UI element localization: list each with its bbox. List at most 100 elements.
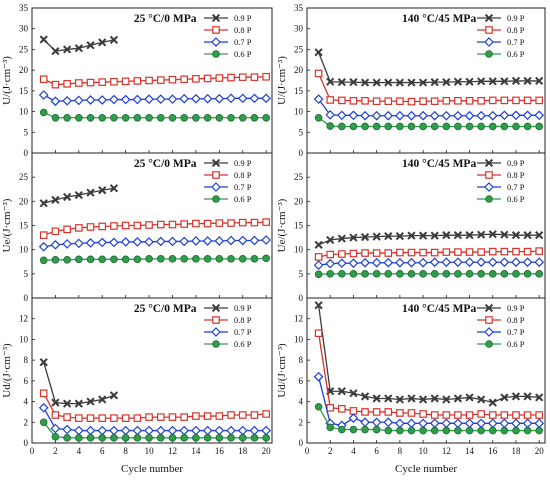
- y-tick-label: 5: [299, 127, 304, 137]
- data-point: [109, 237, 119, 248]
- data-point: [156, 413, 165, 421]
- data-point: [98, 186, 107, 195]
- data-point: [51, 80, 60, 89]
- data-point: [63, 399, 72, 408]
- data-point: [214, 425, 225, 436]
- data-point: [313, 94, 324, 104]
- legend-item: 0.7 P: [204, 37, 252, 47]
- series-line: [318, 233, 540, 246]
- data-point: [227, 113, 235, 122]
- data-point: [73, 95, 84, 106]
- data-point: [360, 110, 370, 121]
- x-tick-label: 20: [535, 446, 545, 456]
- data-point: [73, 238, 84, 249]
- data-point: [167, 94, 178, 104]
- data-point: [534, 110, 545, 121]
- data-point: [109, 425, 119, 436]
- data-point: [338, 250, 346, 258]
- data-point: [314, 329, 323, 338]
- data-point: [372, 97, 381, 106]
- data-point: [180, 220, 188, 228]
- data-point: [372, 270, 381, 278]
- legend-label: 0.9 P: [507, 303, 525, 313]
- data-point: [63, 434, 71, 442]
- data-point: [418, 78, 428, 87]
- data-point: [86, 41, 95, 50]
- data-point: [261, 425, 271, 436]
- data-point: [522, 418, 533, 429]
- legend-marker: [484, 37, 494, 47]
- data-point: [62, 424, 72, 435]
- x-tick-label: 16: [488, 446, 498, 456]
- data-point: [511, 392, 521, 401]
- data-point: [430, 97, 439, 106]
- x-tick-label: 0: [30, 446, 35, 456]
- legend-item: 0.6 P: [477, 194, 525, 204]
- data-point: [238, 73, 247, 81]
- legend-item: 0.9 P: [477, 158, 525, 168]
- x-tick-label: 4: [77, 446, 82, 456]
- legend-label: 0.8 P: [234, 315, 252, 325]
- data-point: [326, 235, 335, 245]
- legend-label: 0.6 P: [234, 339, 252, 349]
- data-point: [50, 423, 61, 434]
- panel-title: 25 °C/0 MPa: [134, 158, 197, 170]
- data-point: [226, 93, 236, 104]
- data-point: [477, 77, 486, 86]
- data-point: [238, 434, 247, 442]
- data-point: [39, 358, 48, 367]
- y-tick-label: 0: [299, 293, 304, 303]
- data-point: [227, 219, 235, 227]
- y-tick-label: 15: [294, 221, 304, 231]
- x-tick-label: 2: [328, 446, 333, 456]
- y-axis-label: Ue/(J·cm⁻³): [276, 198, 288, 252]
- data-point: [156, 255, 165, 263]
- data-point: [109, 391, 119, 400]
- legend-label: 0.9 P: [234, 158, 252, 168]
- data-point: [383, 417, 394, 428]
- panel-title: 25 °C/0 MPa: [134, 13, 197, 25]
- data-point: [121, 113, 130, 122]
- series-0_6-P: [39, 418, 270, 442]
- data-point: [179, 236, 190, 247]
- legend-item: 0.7 P: [477, 182, 525, 192]
- data-point: [168, 113, 177, 122]
- data-point: [418, 395, 428, 404]
- y-tick-label: 15: [19, 221, 29, 231]
- legend-item: 0.9 P: [477, 303, 525, 313]
- data-point: [338, 96, 346, 105]
- legend-marker: [212, 171, 220, 179]
- y-axis-label: Ue/(J·cm⁻³): [1, 198, 13, 252]
- series-0_7-P: [313, 371, 545, 431]
- data-point: [535, 411, 543, 419]
- data-point: [407, 426, 416, 435]
- x-tick-label: 18: [511, 446, 521, 456]
- data-point: [97, 95, 108, 105]
- data-point: [63, 225, 71, 234]
- data-point: [336, 258, 347, 269]
- legend-label: 0.9 P: [234, 303, 252, 313]
- data-point: [442, 395, 451, 404]
- data-point: [477, 248, 485, 256]
- data-point: [419, 122, 427, 131]
- data-point: [86, 434, 95, 442]
- data-point: [63, 413, 71, 421]
- data-point: [168, 413, 177, 421]
- data-point: [203, 255, 212, 263]
- series-0_8-P: [314, 69, 543, 106]
- data-point: [360, 78, 370, 87]
- legend-item: 0.8 P: [477, 25, 525, 35]
- series-0_6-P: [39, 254, 270, 265]
- data-point: [430, 426, 439, 435]
- legend-item: 0.6 P: [204, 194, 252, 204]
- data-point: [145, 113, 153, 122]
- data-point: [349, 425, 358, 434]
- data-point: [226, 425, 236, 436]
- data-point: [156, 113, 165, 122]
- data-point: [512, 411, 520, 419]
- data-point: [487, 418, 498, 429]
- data-point: [51, 411, 60, 419]
- data-point: [477, 270, 485, 278]
- y-tick-label: 10: [19, 107, 29, 117]
- x-tick-label: 0: [305, 446, 310, 456]
